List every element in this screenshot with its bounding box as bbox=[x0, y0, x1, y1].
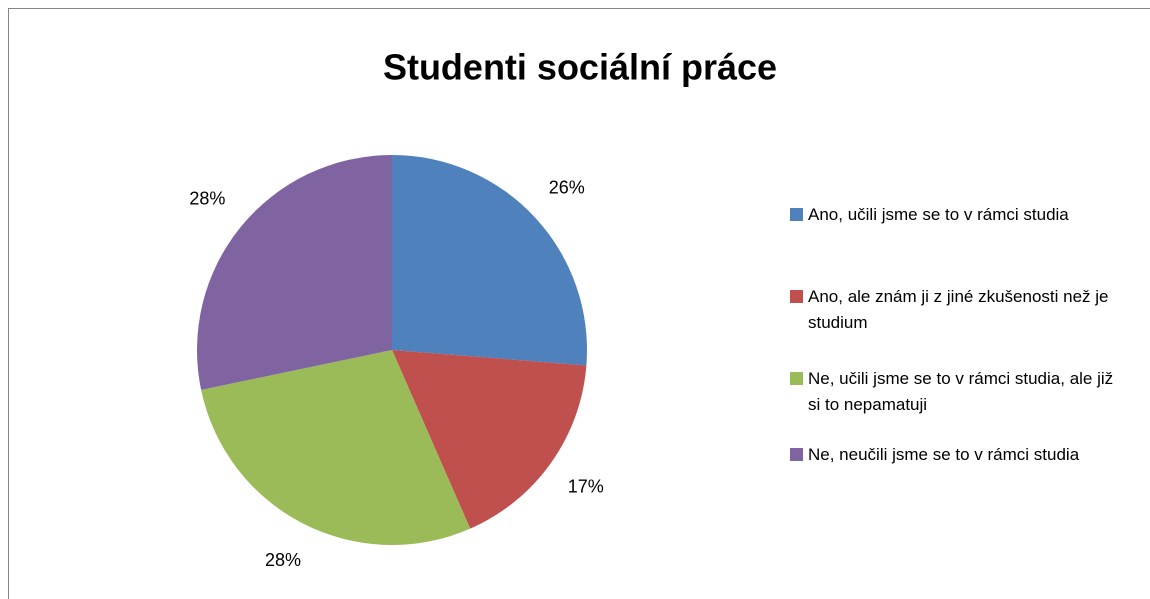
pie-slice bbox=[201, 350, 471, 546]
legend-label: Ne, neučili jsme se to v rámci studia bbox=[808, 445, 1080, 464]
frame bbox=[8, 8, 1150, 599]
legend-label: Ne, učili jsme se to v rámci studia, ale… bbox=[808, 369, 1114, 414]
data-label: 28% bbox=[265, 550, 301, 570]
legend-swatch bbox=[790, 208, 803, 221]
pie-slice bbox=[392, 350, 587, 529]
pie-slice bbox=[392, 155, 587, 366]
legend-label: Ano, ale znám ji z jiné zkušenosti než j… bbox=[808, 287, 1109, 332]
data-label: 17% bbox=[568, 477, 604, 497]
legend-swatch bbox=[790, 372, 803, 385]
legend-label: Ano, učili jsme se to v rámci studia bbox=[808, 205, 1069, 224]
legend-swatch bbox=[790, 290, 803, 303]
legend-item: Ne, učili jsme se to v rámci studia, ale… bbox=[790, 366, 1120, 418]
chart-title: Studenti sociální práce bbox=[383, 47, 777, 88]
pie-slice bbox=[197, 155, 392, 390]
legend-item: Ano, učili jsme se to v rámci studia bbox=[790, 202, 1120, 228]
legend-item: Ano, ale znám ji z jiné zkušenosti než j… bbox=[790, 284, 1120, 336]
legend-swatch bbox=[790, 448, 803, 461]
legend-item: Ne, neučili jsme se to v rámci studia bbox=[790, 442, 1120, 468]
data-label: 26% bbox=[549, 177, 585, 197]
data-label: 28% bbox=[189, 189, 225, 209]
